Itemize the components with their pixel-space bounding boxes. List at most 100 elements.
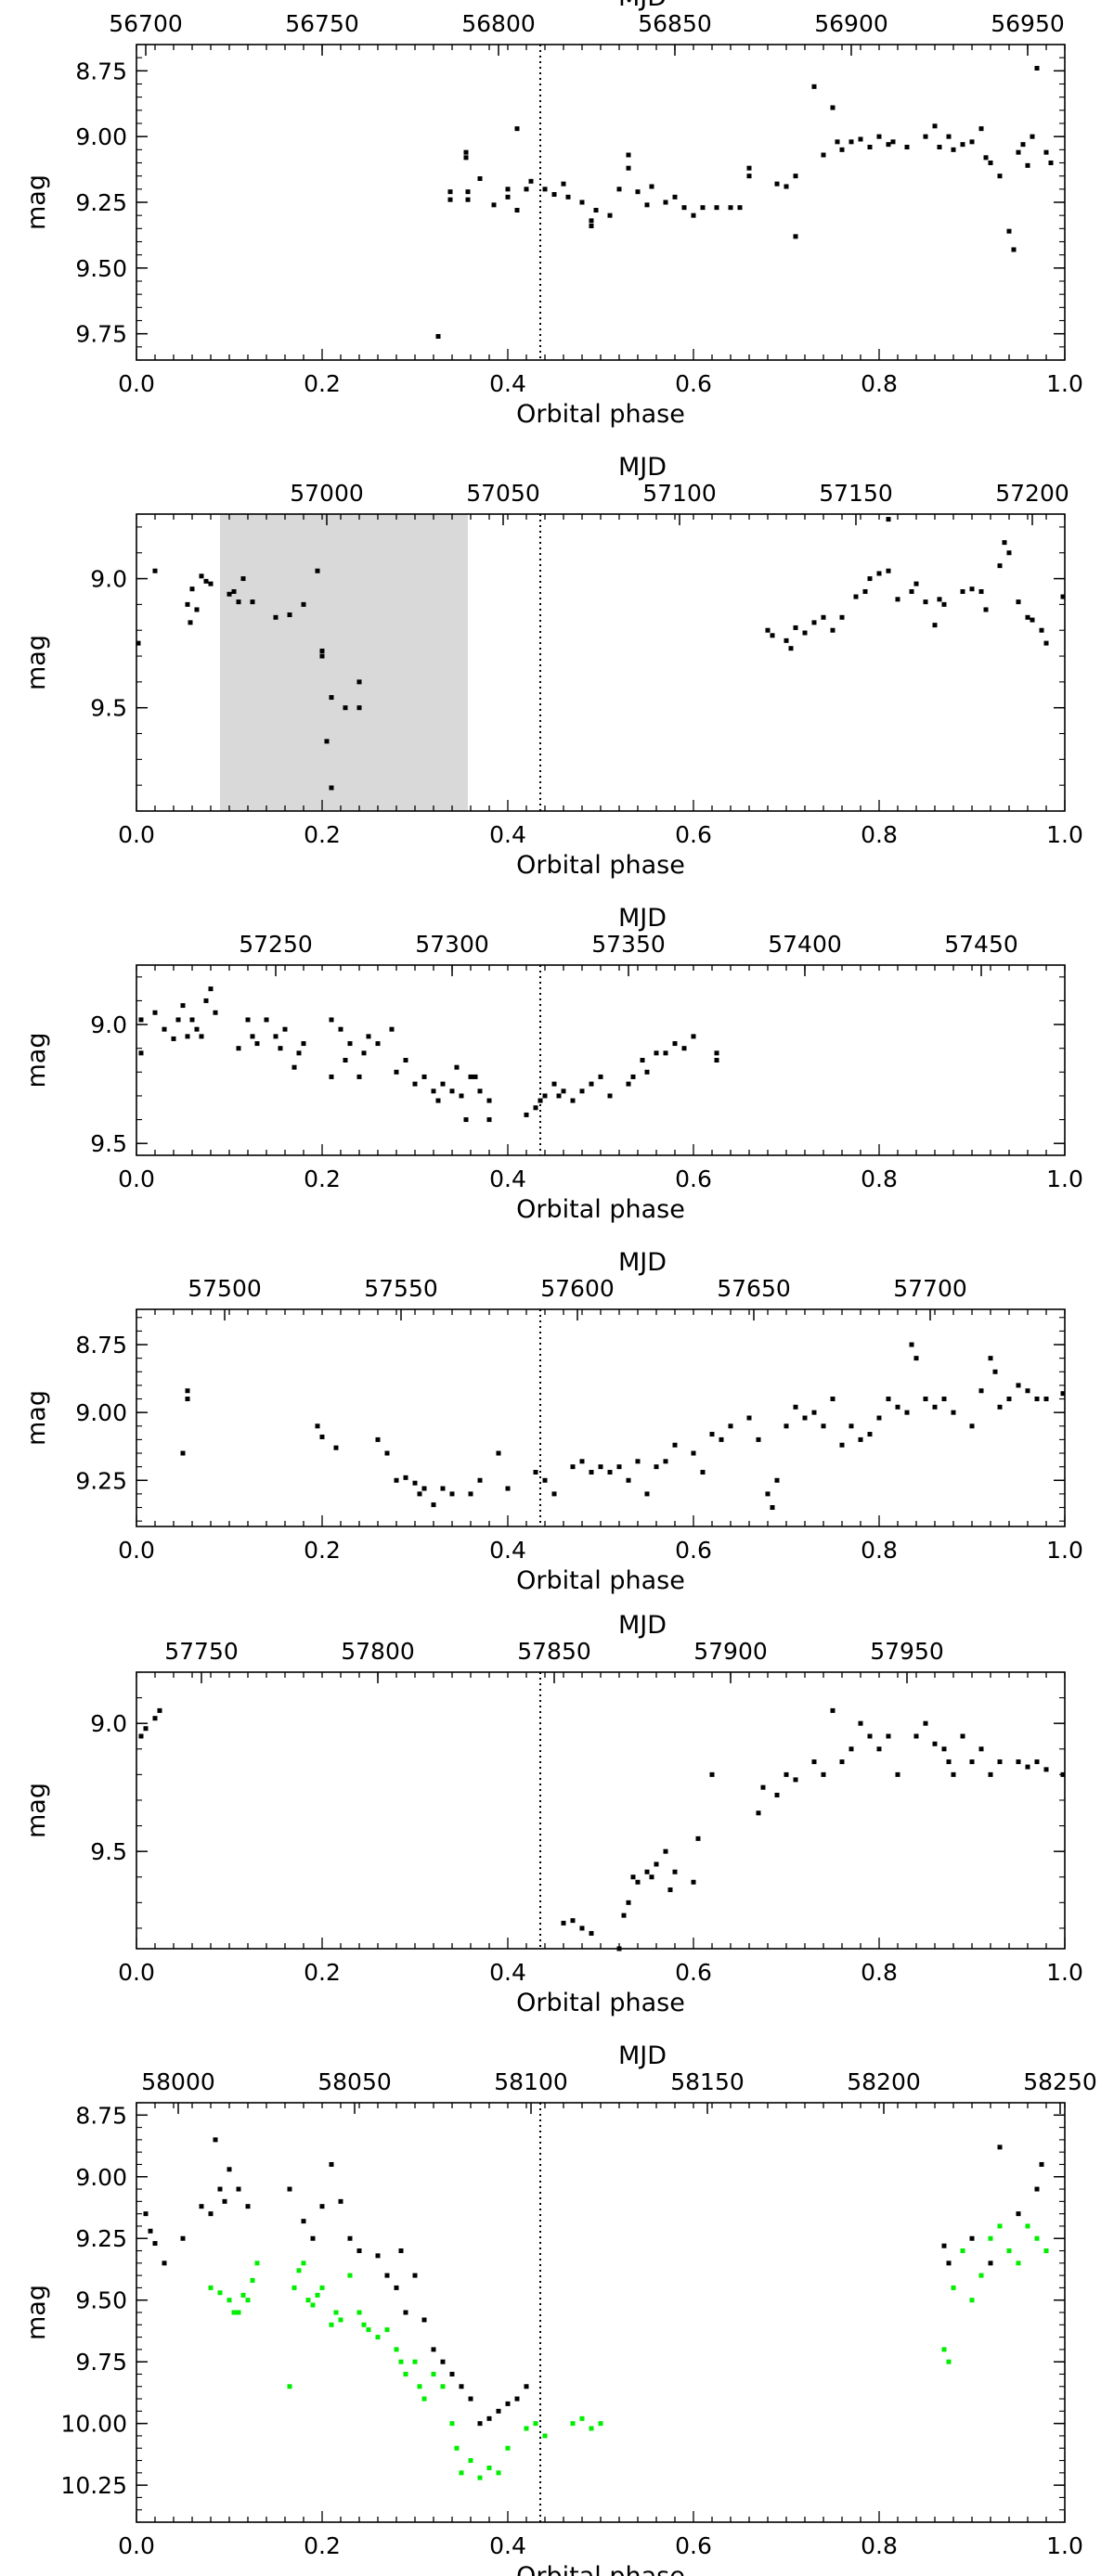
data-point bbox=[644, 202, 650, 208]
data-point bbox=[473, 1074, 478, 1079]
x-tick-label: 1.0 bbox=[1046, 1537, 1083, 1564]
data-point bbox=[1025, 162, 1030, 168]
data-point bbox=[793, 1777, 798, 1783]
data-point bbox=[551, 1081, 557, 1087]
data-point bbox=[988, 2260, 993, 2266]
x2-tick-label: 57900 bbox=[693, 1638, 768, 1665]
data-point bbox=[788, 646, 794, 651]
data-point bbox=[468, 2396, 473, 2402]
data-point bbox=[839, 147, 845, 152]
data-point bbox=[301, 2260, 306, 2266]
x2-tick-label: 57450 bbox=[944, 931, 1018, 958]
data-point bbox=[635, 189, 641, 195]
data-point bbox=[375, 2335, 381, 2340]
data-point bbox=[282, 1026, 288, 1032]
data-point bbox=[867, 145, 873, 149]
data-point bbox=[315, 568, 320, 573]
data-point bbox=[960, 588, 965, 594]
data-point bbox=[199, 2204, 204, 2209]
data-point bbox=[876, 1746, 882, 1752]
data-point bbox=[774, 1477, 780, 1483]
data-point bbox=[969, 1759, 975, 1765]
data-point bbox=[319, 653, 325, 659]
data-point bbox=[315, 2292, 320, 2298]
data-point bbox=[589, 218, 594, 224]
data-point bbox=[454, 1064, 460, 1070]
data-point bbox=[213, 1010, 218, 1015]
x-tick-label: 0.2 bbox=[304, 1959, 341, 1986]
data-point bbox=[858, 136, 863, 142]
data-point bbox=[616, 1464, 622, 1470]
data-point bbox=[570, 1918, 576, 1924]
data-point bbox=[719, 1436, 724, 1442]
data-point bbox=[988, 1356, 993, 1361]
data-point bbox=[607, 1093, 613, 1099]
data-point bbox=[811, 1410, 817, 1415]
y-axis-label: mag bbox=[22, 1783, 51, 1838]
data-point bbox=[217, 2186, 223, 2192]
data-point bbox=[644, 1491, 650, 1497]
data-point bbox=[319, 1434, 325, 1439]
x-tick-label: 0.4 bbox=[489, 1959, 526, 1986]
y-tick-label: 8.75 bbox=[75, 2102, 127, 2129]
data-point bbox=[932, 123, 938, 129]
data-point bbox=[649, 184, 654, 189]
data-point bbox=[941, 1397, 947, 1402]
data-point bbox=[398, 2248, 404, 2254]
data-point bbox=[301, 1041, 306, 1047]
data-point bbox=[937, 145, 942, 149]
data-point bbox=[811, 84, 817, 89]
x2-tick-label: 56800 bbox=[461, 10, 536, 37]
data-point bbox=[1034, 2186, 1040, 2192]
data-point bbox=[839, 1442, 845, 1448]
data-point bbox=[496, 2408, 501, 2414]
data-point bbox=[1043, 2248, 1049, 2254]
data-point bbox=[273, 1034, 278, 1039]
data-point bbox=[329, 2322, 334, 2327]
data-point bbox=[199, 573, 204, 579]
data-point bbox=[1030, 134, 1035, 139]
plot-frame bbox=[136, 44, 1066, 361]
data-point bbox=[185, 601, 190, 607]
data-point bbox=[361, 1050, 367, 1056]
data-point bbox=[375, 1436, 381, 1442]
data-point bbox=[477, 1088, 483, 1094]
data-point bbox=[431, 2347, 436, 2352]
data-point bbox=[477, 176, 483, 181]
data-point bbox=[607, 1470, 613, 1475]
x2-tick-label: 58050 bbox=[317, 2068, 392, 2095]
x-axis-label: Orbital phase bbox=[516, 2562, 685, 2576]
x-tick-label: 1.0 bbox=[1046, 2532, 1083, 2559]
data-point bbox=[714, 1050, 719, 1056]
data-point bbox=[375, 1041, 381, 1047]
data-point bbox=[946, 2359, 952, 2364]
y-axis-label: mag bbox=[22, 1390, 51, 1446]
data-point bbox=[250, 1034, 255, 1039]
data-point bbox=[240, 576, 246, 582]
data-point bbox=[853, 594, 859, 599]
y-tick-label: 9.00 bbox=[75, 2164, 127, 2191]
data-point bbox=[630, 1874, 636, 1880]
data-point bbox=[394, 1069, 399, 1075]
data-point bbox=[431, 1088, 436, 1094]
data-point bbox=[969, 586, 975, 592]
data-point bbox=[1025, 614, 1030, 620]
data-point bbox=[431, 2371, 436, 2376]
data-point bbox=[941, 2347, 947, 2352]
data-point bbox=[412, 1480, 418, 1486]
data-point bbox=[440, 1081, 446, 1087]
data-point bbox=[403, 1058, 408, 1063]
data-point bbox=[329, 785, 334, 791]
data-point bbox=[152, 568, 158, 573]
data-point bbox=[305, 2298, 311, 2303]
data-point bbox=[152, 1716, 158, 1721]
data-point bbox=[136, 640, 141, 646]
data-point bbox=[356, 2310, 362, 2315]
x-tick-label: 1.0 bbox=[1046, 1959, 1083, 1986]
data-point bbox=[923, 1720, 928, 1726]
data-point bbox=[886, 1733, 891, 1739]
y-tick-label: 9.5 bbox=[90, 1130, 127, 1157]
data-point bbox=[1034, 2235, 1040, 2241]
data-point bbox=[663, 1459, 668, 1464]
x2-tick-label: 56750 bbox=[285, 10, 359, 37]
